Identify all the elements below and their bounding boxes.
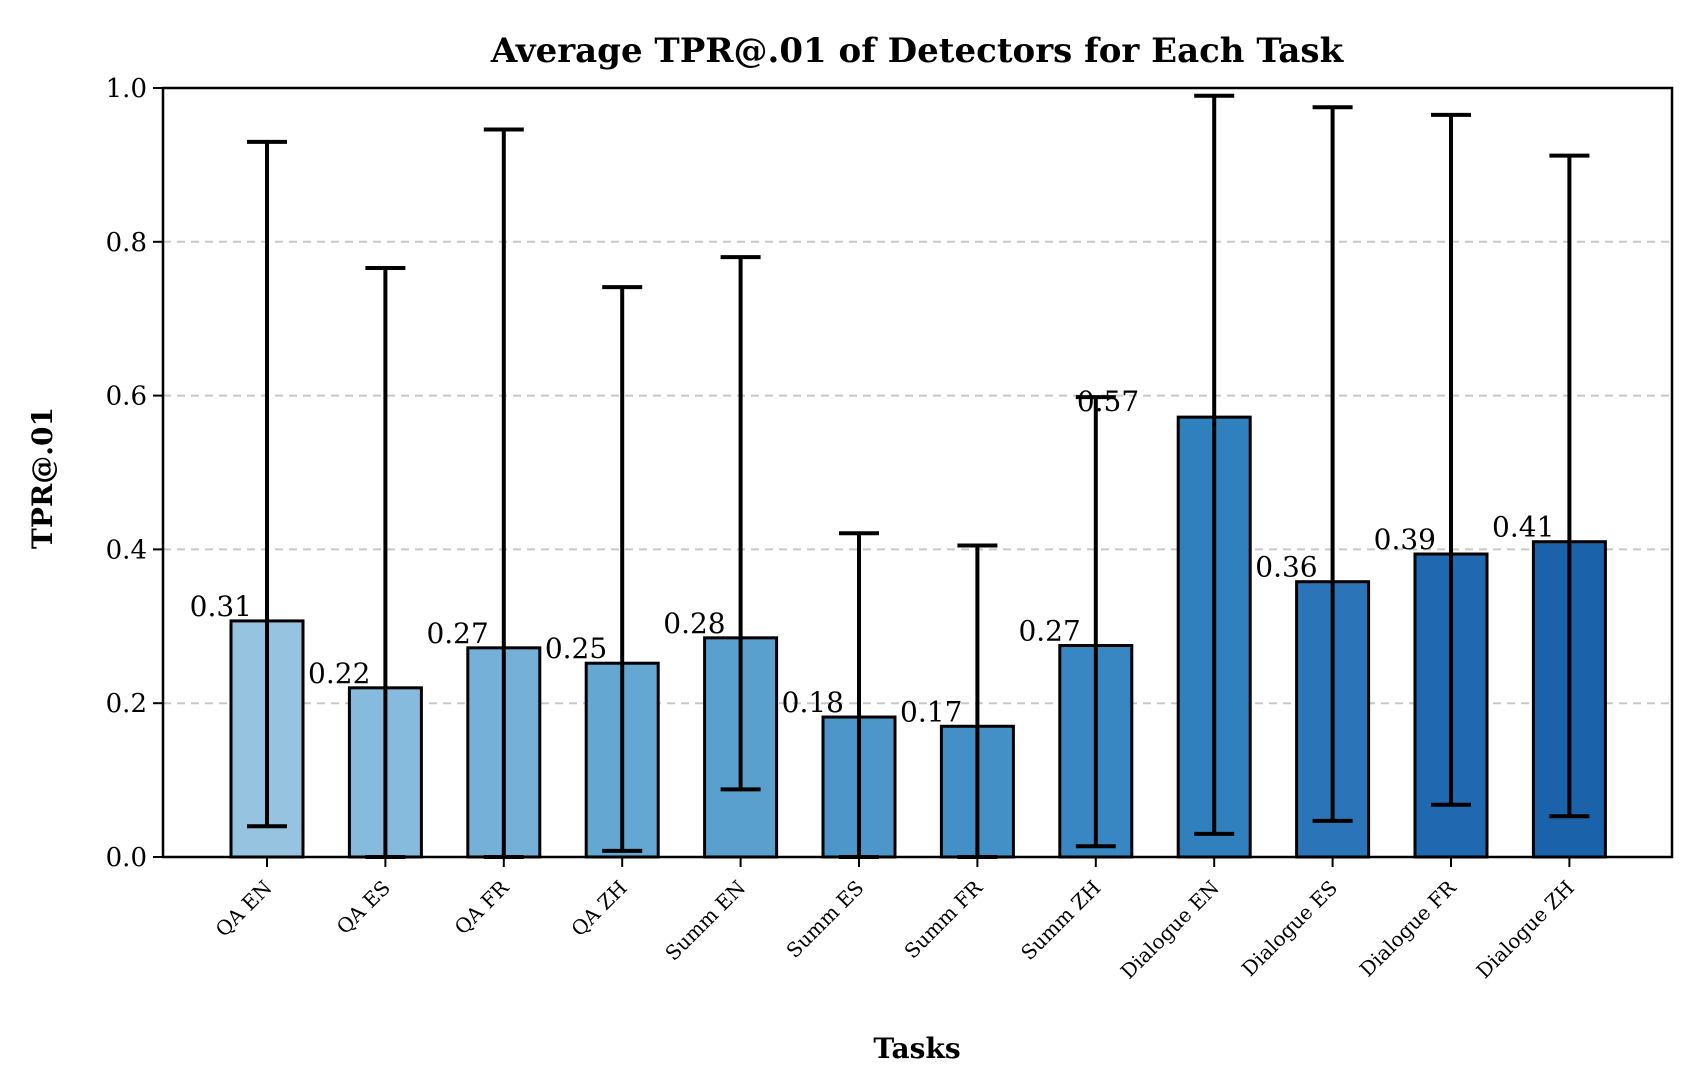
x-axis-label: Tasks: [873, 1032, 960, 1065]
error-bar: [247, 139, 287, 829]
x-tick-label: Dialogue ES: [1237, 876, 1342, 981]
data-label: 0.39: [1374, 523, 1436, 556]
error-bars: [247, 93, 1590, 859]
data-label: 0.57: [1077, 385, 1139, 418]
data-labels: 0.31 0.22 0.27 0.25 0.28 0.18 0.17 0.27 0.57 0.36…: [190, 385, 1555, 728]
y-tick-label: 1.0: [106, 74, 147, 104]
error-bar: [720, 255, 761, 792]
y-tick-label: 0.2: [106, 689, 147, 719]
y-tick-label: 0.0: [106, 843, 147, 873]
data-label: 0.28: [663, 607, 725, 640]
x-axis-ticks: QA EN QA ES QA FR QA ZH Summ EN Summ ES Summ F…: [211, 857, 1579, 984]
data-label: 0.27: [426, 617, 488, 650]
x-tick-label: Summ ES: [781, 876, 868, 963]
error-bar: [1312, 105, 1353, 823]
x-tick-label: Dialogue EN: [1116, 876, 1224, 984]
y-axis-label: TPR@.01: [26, 407, 59, 549]
error-bar: [1549, 153, 1590, 819]
chart-title: Average TPR@.01 of Detectors for Each Ta…: [490, 31, 1345, 71]
data-label: 0.36: [1255, 551, 1317, 584]
error-bar: [602, 285, 643, 853]
error-bar: [1194, 93, 1235, 836]
data-label: 0.17: [900, 695, 962, 728]
error-bar: [1431, 112, 1471, 807]
data-label: 0.22: [308, 657, 370, 690]
data-label: 0.27: [1018, 615, 1080, 648]
x-tick-label: Summ ZH: [1016, 876, 1105, 965]
x-tick-label: Dialogue FR: [1355, 875, 1461, 981]
data-label: 0.31: [190, 590, 252, 623]
y-axis-ticks: 0.0 0.2 0.4 0.6 0.8 1.0: [106, 74, 163, 873]
x-tick-label: Summ FR: [899, 875, 987, 963]
data-label: 0.25: [545, 632, 607, 665]
x-tick-label: QA ZH: [566, 876, 631, 941]
y-tick-label: 0.4: [106, 535, 147, 565]
y-tick-label: 0.6: [106, 382, 147, 412]
data-label: 0.18: [782, 686, 844, 719]
x-tick-label: Dialogue ZH: [1471, 876, 1578, 983]
x-tick-label: QA FR: [450, 875, 514, 939]
x-tick-label: QA EN: [211, 876, 277, 942]
x-tick-label: Summ EN: [660, 876, 750, 966]
y-tick-label: 0.8: [106, 228, 147, 258]
error-bar: [1075, 395, 1116, 849]
plot-frame: [161, 86, 1674, 859]
data-label: 0.41: [1492, 511, 1554, 544]
x-tick-label: QA ES: [332, 876, 395, 939]
